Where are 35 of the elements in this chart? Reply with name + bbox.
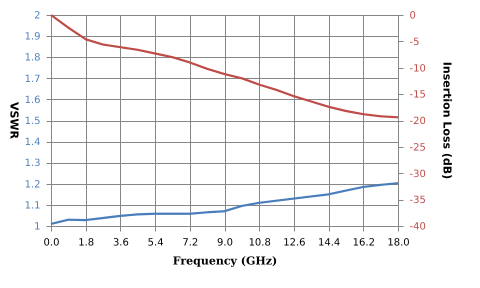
y-tick-label: 1.7 <box>24 74 40 85</box>
x-tick-label: 7.2 <box>182 238 198 248</box>
x-tick-label: 3.6 <box>112 238 129 248</box>
x-tick-label: 18.0 <box>387 238 410 248</box>
y2-tick-label: -20 <box>410 116 426 127</box>
y-tick-label: 1.5 <box>24 116 40 127</box>
y-tick-label: 1.2 <box>24 179 40 190</box>
y-tick-label: 2 <box>34 10 40 22</box>
y2-tick-label: -15 <box>410 90 426 101</box>
y2-tick-label: -5 <box>410 36 420 48</box>
x-tick-label: 0.0 <box>44 238 60 248</box>
x-tick-label: 9.0 <box>217 238 233 248</box>
y2-tick-label: -35 <box>410 195 426 206</box>
x-tick-label: 10.8 <box>248 238 271 248</box>
y2-tick-label: 0 <box>410 10 416 22</box>
y2-axis-title: Insertion Loss (dB) <box>440 62 454 180</box>
x-axis-title: Frequency (GHz) <box>172 254 278 268</box>
y-axis-title: VSWR <box>8 102 20 140</box>
x-tick-label: 5.4 <box>148 238 164 248</box>
y2-tick-label: -40 <box>410 222 426 232</box>
y-tick-label: 1.1 <box>24 200 40 212</box>
line-series <box>50 182 400 225</box>
y2-tick-label: -30 <box>410 168 426 180</box>
y2-tick-label: -10 <box>410 63 426 74</box>
y-tick-label: 1.8 <box>24 52 40 64</box>
x-tick-label: 12.6 <box>283 238 306 248</box>
y-tick-label: 1.4 <box>24 137 40 148</box>
y-tick-label: 1.3 <box>24 158 40 170</box>
y-tick-label: 1 <box>34 222 40 232</box>
y-tick-label: 1.9 <box>24 32 40 43</box>
y-tick-label: 1.6 <box>24 94 40 106</box>
x-tick-label: 16.2 <box>352 238 375 248</box>
x-tick-label: 1.8 <box>78 238 94 248</box>
x-tick-label: 14.4 <box>318 238 340 248</box>
y2-tick-label: -25 <box>410 142 426 154</box>
